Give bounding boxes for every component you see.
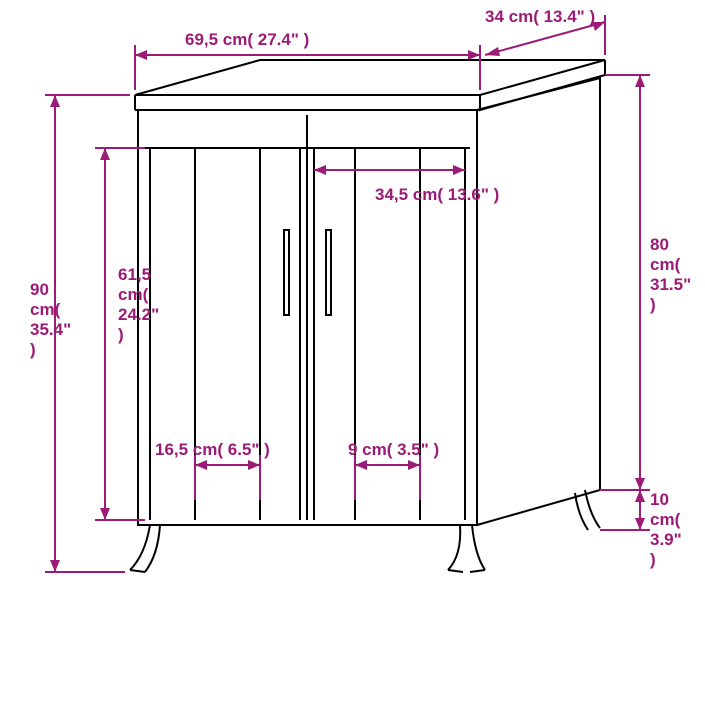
label-height-total-unit: cm( [30,300,61,319]
dim-leg-height: 10 cm( 3.9" ) [600,490,682,569]
label-panel: 16,5 cm( 6.5" ) [155,440,270,459]
label-door-height-in: 24.2" [118,305,159,324]
label-height-total-close: ) [30,340,36,359]
label-door-height-cm: 61,5 [118,265,151,284]
label-height-total-in: 35.4" [30,320,71,339]
dim-handle-gap: 9 cm( 3.5" ) [348,440,439,500]
label-leg-cm: 10 [650,490,669,509]
label-width: 69,5 cm( 27.4" ) [185,30,309,49]
dim-body-height: 80 cm( 31.5" ) [600,75,691,490]
label-body-height-in: 31.5" [650,275,691,294]
dim-panel-width: 16,5 cm( 6.5" ) [155,440,270,500]
dim-shelf-width: 34,5 cm( 13.6" ) [314,165,499,204]
label-door-height-unit: cm( [118,285,149,304]
cabinet-dimension-diagram: 69,5 cm( 27.4" ) 34 cm( 13.4" ) 90 cm( 3… [0,0,705,705]
label-depth: 34 cm( 13.4" ) [485,7,595,26]
label-leg-close: ) [650,550,656,569]
label-door-height-close: ) [118,325,124,344]
cabinet-drawing [130,60,605,572]
label-leg-in: 3.9" [650,530,682,549]
dim-depth-top: 34 cm( 13.4" ) [485,7,605,56]
label-body-height-close: ) [650,295,656,314]
label-leg-unit: cm( [650,510,681,529]
label-body-height-unit: cm( [650,255,681,274]
label-shelf: 34,5 cm( 13.6" ) [375,185,499,204]
dim-height-total: 90 cm( 35.4" ) [30,95,130,572]
label-gap: 9 cm( 3.5" ) [348,440,439,459]
label-body-height-cm: 80 [650,235,669,254]
label-height-total-cm: 90 [30,280,49,299]
